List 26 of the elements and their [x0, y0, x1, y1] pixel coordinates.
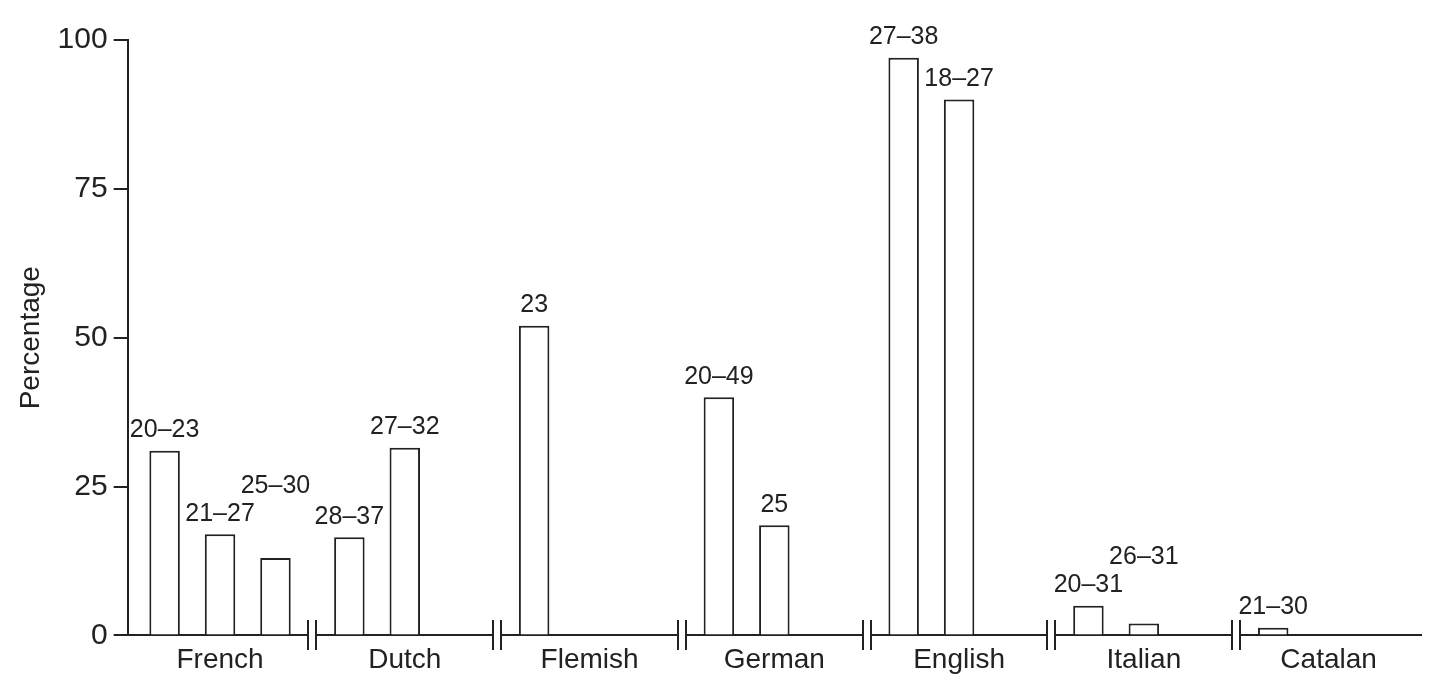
- x-tick-label: English: [913, 642, 1006, 674]
- y-tick-label: 75: [74, 170, 108, 204]
- annotation: 18–27: [924, 62, 994, 91]
- x-tick-label: French: [176, 642, 264, 674]
- x-tick-label: Catalan: [1280, 642, 1377, 674]
- x-tick-label: German: [723, 642, 825, 674]
- annotation: 27–38: [868, 21, 939, 50]
- annotation: 21–30: [1238, 591, 1308, 620]
- x-tick-label: Italian: [1106, 642, 1182, 674]
- annotation: 25–30: [240, 469, 311, 498]
- annotation: 27–32: [370, 411, 440, 440]
- annotation: 28–37: [314, 500, 385, 529]
- annotation: 23: [520, 289, 549, 318]
- annotation: 26–31: [1109, 541, 1179, 570]
- x-tick-label: Flemish: [540, 642, 639, 674]
- y-axis-title: Percentage: [13, 266, 45, 410]
- y-tick-label: 0: [90, 616, 108, 650]
- annotation: 20–31: [1053, 569, 1124, 598]
- annotation: 21–27: [185, 497, 255, 526]
- annotation: 20–23: [129, 414, 200, 443]
- annotation: 20–49: [684, 360, 754, 389]
- y-tick-label: 100: [57, 21, 108, 55]
- annotation: 25: [760, 488, 789, 517]
- y-tick-label: 50: [74, 318, 108, 352]
- y-tick-label: 25: [74, 467, 108, 501]
- x-tick-label: Dutch: [368, 642, 442, 674]
